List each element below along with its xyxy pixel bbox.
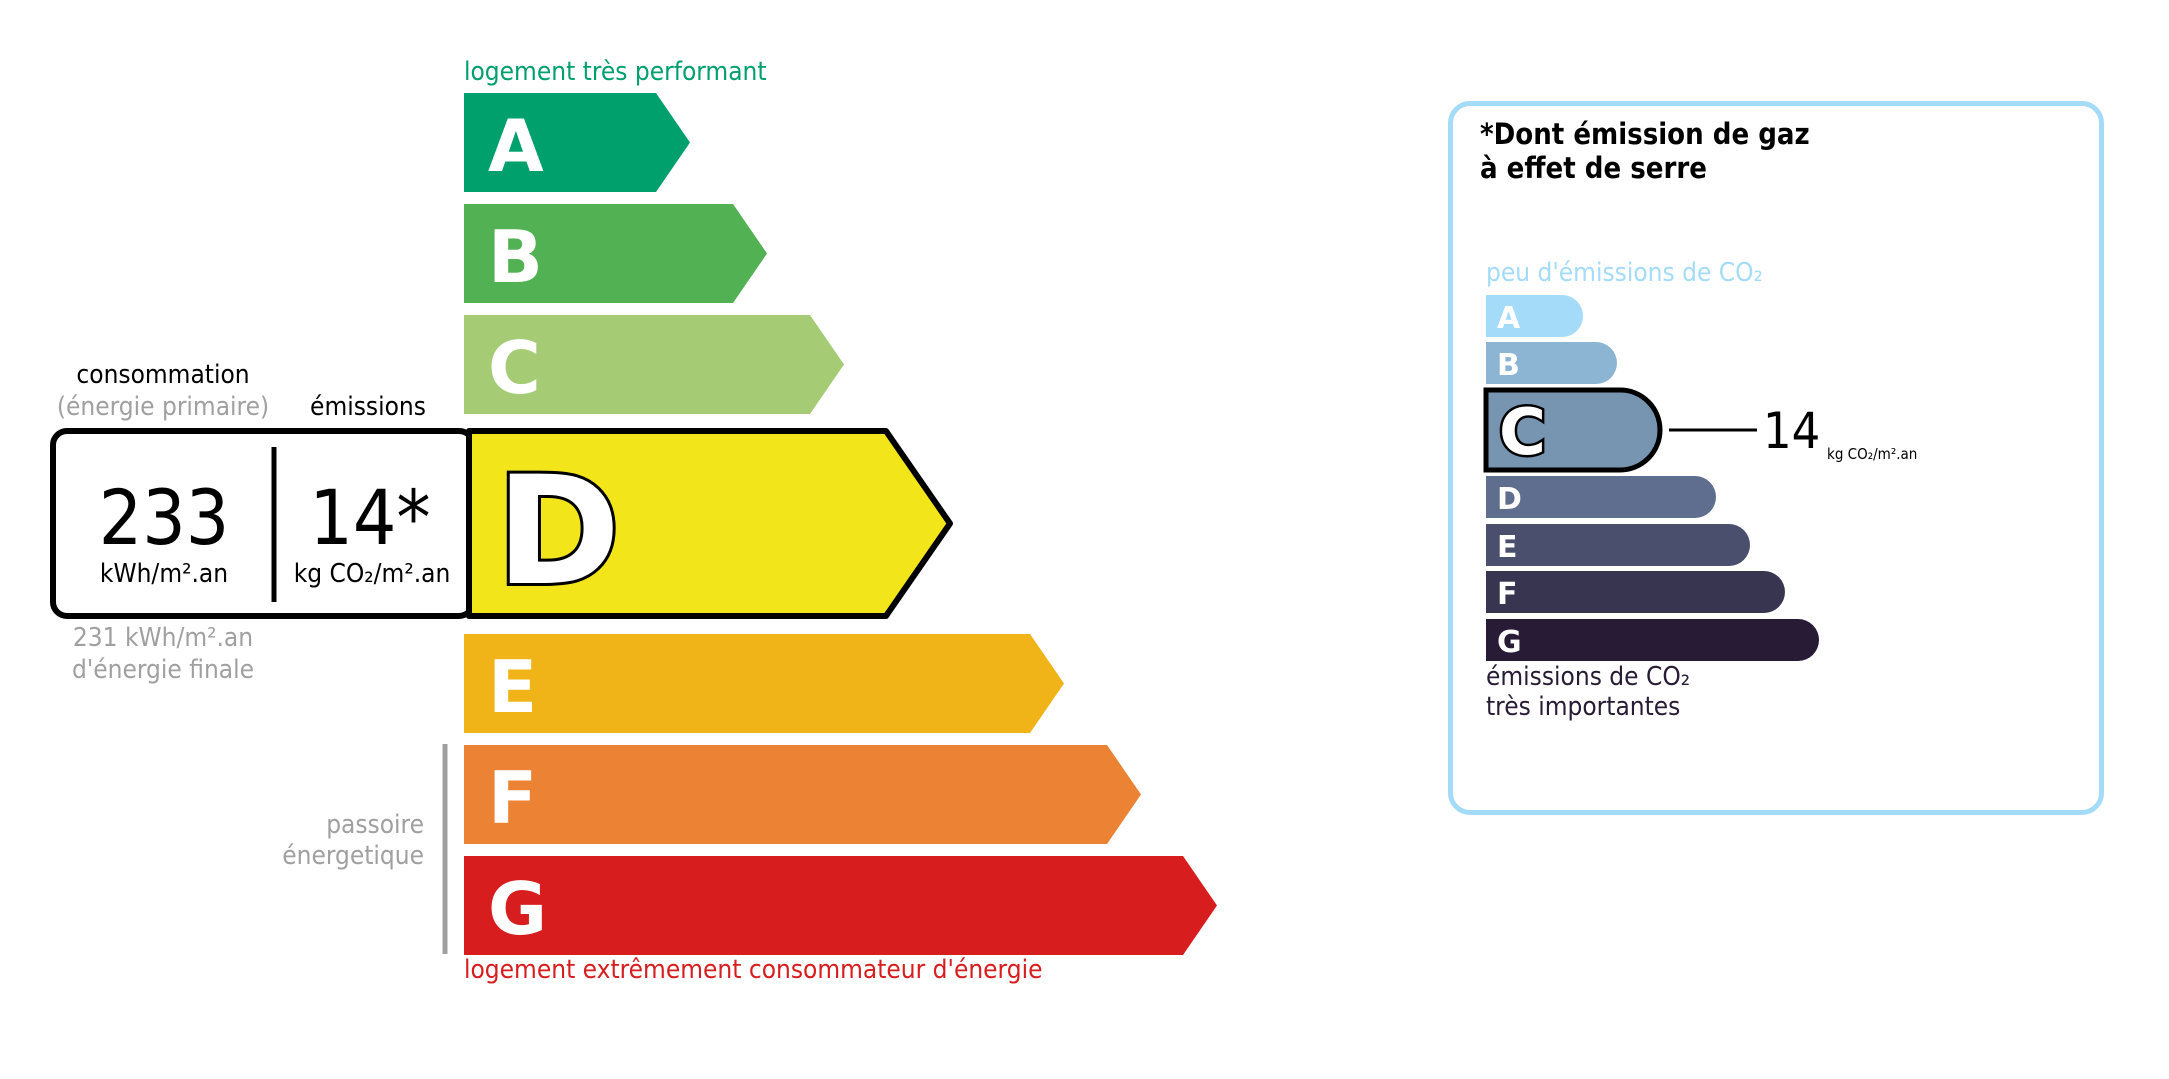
ges-bottom-label: émissions de CO₂ très importantes — [1486, 662, 1690, 722]
ges-class-g-letter: G — [1497, 625, 1522, 660]
emissions-header: émissions — [310, 392, 426, 422]
ges-class-a-bar — [1486, 295, 1583, 337]
ges-class-c-bar — [1483, 387, 1663, 473]
passoire-label-line1: passoire — [326, 810, 424, 840]
energy-class-c-letter: C — [488, 326, 541, 410]
energy-class-d-letter: D — [496, 445, 621, 619]
energy-class-e-letter: E — [488, 645, 537, 729]
consumption-unit: kWh/m².an — [99, 559, 229, 589]
energy-class-b-letter: B — [488, 215, 543, 299]
ges-bottom-label-line2: très importantes — [1486, 692, 1681, 722]
final-energy-value: 231 kWh/m².an — [72, 623, 254, 653]
ges-panel — [1448, 101, 2104, 815]
energy-class-c-bar — [464, 315, 844, 414]
ges-top-label: peu d'émissions de CO₂ — [1486, 258, 1763, 288]
ges-class-g-bar — [1486, 619, 1819, 661]
ges-class-b-bar — [1486, 342, 1617, 384]
consumption-value: 233 — [98, 473, 230, 562]
ges-class-d-letter: D — [1497, 482, 1522, 517]
ges-bottom-label-line1: émissions de CO₂ — [1486, 662, 1691, 692]
energy-top-label: logement très performant — [464, 57, 767, 87]
energy-class-f-bar — [464, 745, 1141, 844]
ges-class-f-letter: F — [1497, 577, 1518, 612]
energy-class-a-bar — [464, 93, 690, 192]
emissions-unit: kg CO₂/m².an — [293, 559, 451, 589]
final-energy-label: d'énergie finale — [71, 655, 255, 685]
passoire-label-line2: énergetique — [282, 841, 424, 871]
ges-class-f-bar — [1486, 571, 1785, 613]
ges-value: 14 — [1763, 402, 1821, 460]
energy-class-g-bar — [464, 856, 1217, 955]
ges-title: *Dont émission de gaz à effet de serre — [1480, 117, 1810, 185]
consumption-subheader: (énergie primaire) — [56, 392, 270, 422]
emissions-value: 14* — [309, 473, 431, 562]
consumption-header: consommation — [76, 360, 250, 390]
ges-title-line2: à effet de serre — [1480, 151, 1707, 185]
ges-class-d-bar — [1486, 476, 1716, 518]
ges-class-e-letter: E — [1497, 530, 1518, 565]
ges-class-a-letter: A — [1497, 301, 1521, 336]
energy-class-b-bar — [464, 204, 767, 303]
energy-class-d-bar — [466, 428, 953, 619]
energy-class-g-letter: G — [488, 867, 547, 951]
energy-class-f-letter: F — [488, 756, 537, 840]
passoire-label: passoire énergetique — [282, 810, 424, 872]
ges-class-c-letter: C — [1499, 396, 1546, 470]
ges-class-b-letter: B — [1497, 348, 1520, 383]
energy-bottom-label: logement extrêmement consommateur d'éner… — [464, 955, 1043, 985]
ges-title-line1: *Dont émission de gaz — [1480, 117, 1810, 151]
ges-unit: kg CO₂/m².an — [1827, 445, 1918, 463]
ges-class-e-bar — [1486, 524, 1750, 566]
energy-class-a-letter: A — [488, 104, 544, 188]
energy-class-e-bar — [464, 634, 1064, 733]
